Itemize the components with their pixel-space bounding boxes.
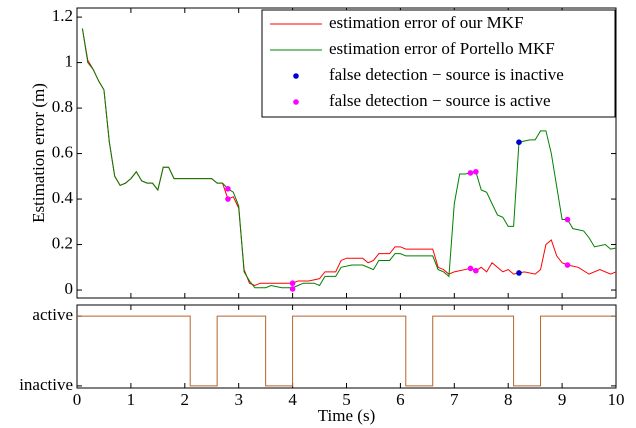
y-axis-label: Estimation error (m): [29, 83, 48, 223]
x-tick-label: 6: [396, 390, 405, 409]
x-tick-label: 2: [181, 390, 190, 409]
line: [77, 315, 616, 387]
x-tick-label: 10: [608, 390, 625, 409]
point: [473, 267, 479, 274]
y-tick-label: 0.6: [52, 142, 73, 161]
y-tick-label: 1: [65, 51, 74, 70]
legend-label: false detection − source is inactive: [329, 65, 564, 84]
legend-marker: [293, 99, 299, 105]
point: [564, 262, 571, 268]
legend-label: estimation error of our MKF: [329, 13, 524, 32]
x-tick-label: 0: [73, 390, 82, 409]
point: [289, 280, 296, 287]
point: [467, 170, 474, 176]
y-tick-label: 0.4: [52, 188, 74, 207]
legend-label: estimation error of Portello MKF: [329, 39, 555, 58]
x-axis-label: Time (s): [318, 406, 375, 425]
point: [473, 168, 479, 175]
point: [467, 265, 474, 272]
point: [225, 196, 231, 202]
y-tick-label: inactive: [19, 375, 73, 394]
line: [81, 28, 617, 289]
plot-frame: [76, 304, 617, 389]
x-tick-label: 8: [504, 390, 513, 409]
x-tick-label: 7: [450, 390, 459, 409]
y-tick-label: 0.2: [52, 233, 73, 252]
legend-marker: [293, 73, 299, 79]
x-tick-label: 5: [342, 390, 351, 409]
x-tick-label: 9: [558, 390, 567, 409]
point: [289, 286, 296, 292]
x-tick-label: 1: [127, 390, 136, 409]
legend-label: false detection − source is active: [329, 91, 551, 110]
point: [516, 270, 522, 276]
y-tick-label: 0: [65, 279, 74, 298]
x-tick-label: 3: [234, 390, 243, 409]
legend-box: [261, 9, 616, 118]
point: [225, 186, 231, 192]
y-tick-label: 1.2: [52, 6, 73, 25]
x-tick-label: 4: [288, 390, 297, 409]
point: [564, 216, 571, 223]
y-tick-label: active: [32, 305, 73, 324]
point: [516, 139, 522, 145]
y-tick-label: 0.8: [52, 97, 73, 116]
